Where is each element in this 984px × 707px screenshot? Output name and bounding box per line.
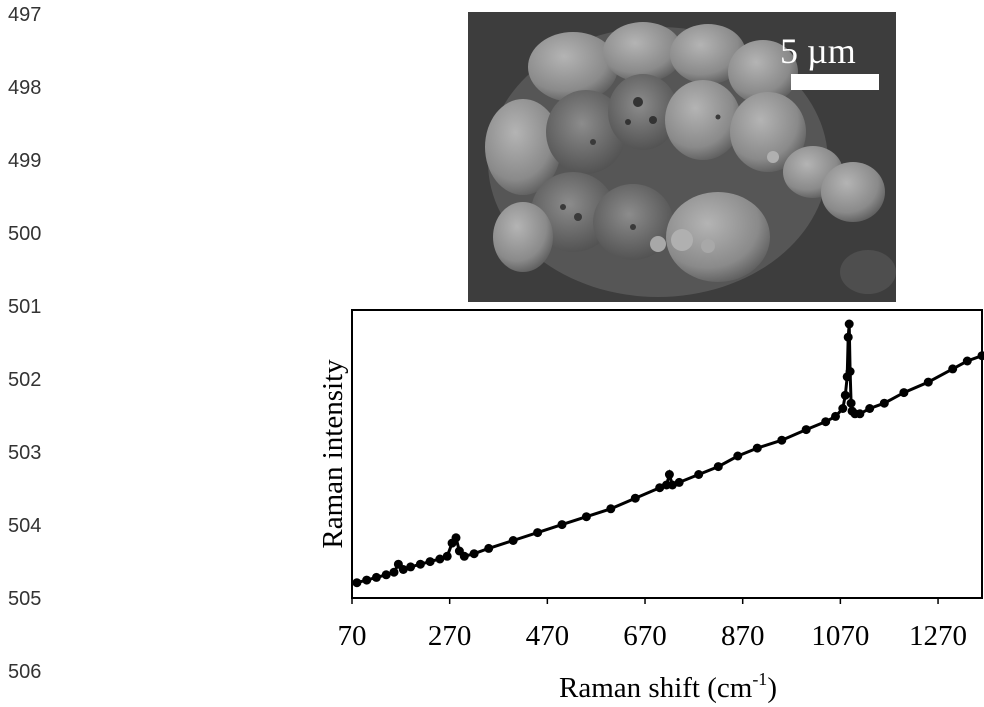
x-axis-title: Raman shift (cm-1) bbox=[559, 669, 777, 704]
x-axis-ticks: 70 270 470 670 870 1070 1270 bbox=[338, 598, 967, 652]
raman-spectrum-series bbox=[352, 319, 984, 588]
line-number-504: 504 bbox=[8, 515, 42, 537]
data-point bbox=[752, 443, 762, 453]
line-number-499: 499 bbox=[8, 150, 42, 172]
x-tick-label: 670 bbox=[623, 620, 667, 652]
x-tick-label: 70 bbox=[338, 620, 367, 652]
line-number-502: 502 bbox=[8, 369, 42, 391]
x-tick-label: 270 bbox=[428, 620, 472, 652]
line-number-501: 501 bbox=[8, 296, 42, 318]
data-point bbox=[371, 572, 381, 582]
x-tick-label: 470 bbox=[526, 620, 570, 652]
data-point bbox=[733, 451, 743, 461]
y-axis-title: Raman intensity bbox=[317, 359, 349, 549]
sem-micrograph bbox=[468, 12, 896, 302]
data-point bbox=[899, 388, 909, 398]
data-point bbox=[469, 549, 479, 559]
data-point bbox=[801, 425, 811, 435]
data-point bbox=[948, 364, 958, 374]
data-point bbox=[381, 570, 391, 580]
data-point bbox=[484, 543, 494, 553]
data-point bbox=[451, 533, 461, 543]
line-number-498: 498 bbox=[8, 77, 42, 99]
data-point bbox=[821, 417, 831, 427]
x-tick-label: 1070 bbox=[811, 620, 869, 652]
data-point bbox=[667, 480, 677, 490]
x-tick-label: 1270 bbox=[909, 620, 967, 652]
data-point bbox=[425, 557, 435, 567]
x-axis-title-main: Raman shift (cm bbox=[559, 672, 753, 704]
data-point bbox=[533, 528, 543, 538]
data-point bbox=[508, 536, 518, 545]
data-point bbox=[845, 367, 855, 376]
data-point bbox=[777, 435, 787, 445]
data-point bbox=[435, 554, 445, 564]
line-number-503: 503 bbox=[8, 442, 42, 464]
data-point bbox=[581, 512, 591, 522]
data-point bbox=[352, 578, 362, 588]
data-point bbox=[406, 562, 416, 572]
plot-frame bbox=[351, 309, 983, 599]
data-point bbox=[398, 565, 408, 574]
data-point bbox=[630, 493, 640, 503]
line-number-506: 506 bbox=[8, 661, 42, 683]
data-point bbox=[840, 390, 850, 400]
x-tick-label: 870 bbox=[721, 620, 765, 652]
line-number-505: 505 bbox=[8, 588, 42, 610]
data-point bbox=[415, 559, 425, 569]
data-point bbox=[838, 404, 848, 413]
data-point bbox=[855, 409, 865, 419]
data-point bbox=[923, 377, 933, 387]
line-number-497: 497 bbox=[8, 4, 42, 26]
data-point bbox=[655, 483, 665, 493]
data-point bbox=[442, 551, 452, 561]
data-point bbox=[557, 520, 567, 530]
data-point bbox=[362, 575, 372, 585]
data-point bbox=[843, 332, 853, 342]
scale-bar-label: 5 µm bbox=[780, 31, 856, 71]
data-point bbox=[846, 398, 856, 408]
data-point bbox=[962, 356, 972, 366]
data-point bbox=[389, 567, 399, 577]
data-point bbox=[713, 462, 723, 472]
particle-cluster-drawing bbox=[468, 12, 896, 302]
line-number-500: 500 bbox=[8, 223, 42, 245]
x-axis-title-end: ) bbox=[767, 672, 777, 704]
data-point bbox=[694, 470, 704, 479]
data-point bbox=[977, 351, 984, 361]
data-point bbox=[459, 551, 469, 561]
data-point bbox=[674, 477, 684, 487]
data-point bbox=[844, 319, 854, 329]
data-point bbox=[664, 470, 674, 479]
data-point bbox=[831, 411, 840, 421]
data-point bbox=[879, 398, 889, 408]
data-point bbox=[865, 404, 875, 413]
scale-bar bbox=[791, 74, 879, 90]
data-point bbox=[606, 504, 616, 514]
x-axis-title-superscript: -1 bbox=[752, 669, 767, 689]
